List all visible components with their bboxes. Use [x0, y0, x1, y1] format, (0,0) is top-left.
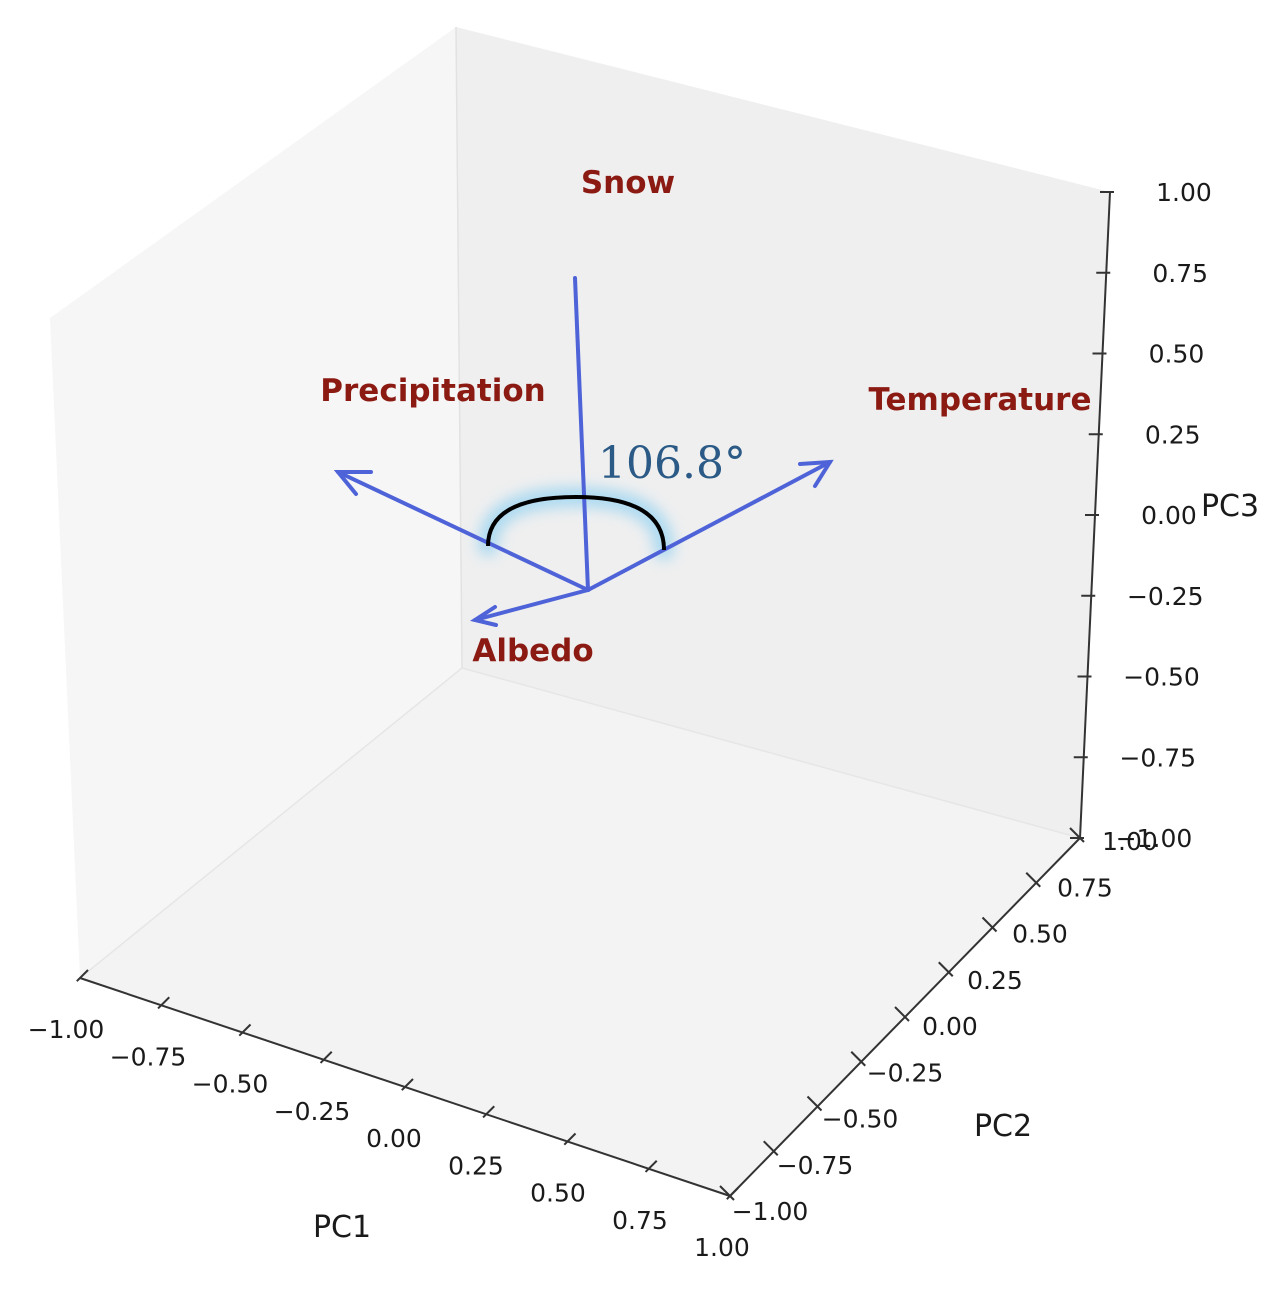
z-axis-tick-label: 0.75 [1152, 259, 1208, 288]
vector-label-temperature: Temperature [869, 382, 1092, 418]
x-axis-tick [482, 1105, 495, 1119]
y-axis-tick-label: −0.50 [822, 1105, 899, 1134]
vector-label-snow: Snow [581, 165, 675, 201]
axis-ticks [76, 191, 1114, 1201]
vector-temperature-arrowhead [798, 459, 834, 488]
x-axis-tick [401, 1078, 414, 1091]
vector-label-precipitation: Precipitation [320, 373, 545, 409]
pane-edge-left [79, 667, 463, 979]
angle-annotation: 106.8° [598, 438, 746, 489]
vector-temperature [586, 460, 832, 592]
x-axis-tick [157, 996, 170, 1010]
z-axis-tick-label: −0.75 [1119, 743, 1196, 772]
y-axis-label: PC2 [974, 1109, 1032, 1144]
y-axis-tick-label: 0.75 [1057, 873, 1113, 902]
y-axis-tick [719, 1185, 735, 1201]
y-axis-tick-label: 0.25 [967, 966, 1023, 995]
z-axis-tick-label: 0.50 [1149, 340, 1205, 369]
z-axis-tick-label: −0.25 [1127, 582, 1204, 611]
z-axis-label: PC3 [1201, 489, 1259, 524]
x-axis-tick-label: −0.25 [274, 1097, 351, 1126]
x-axis-tick-label: 0.25 [448, 1151, 504, 1180]
angle-arc [486, 494, 666, 551]
y-axis-tick [894, 1006, 910, 1022]
pane-edge-right [461, 667, 1081, 839]
y-axis-tick-label: −1.00 [732, 1197, 809, 1226]
x-axis-tick [563, 1132, 577, 1146]
x-axis-tick [644, 1160, 658, 1173]
z-axis-tick-label: 0.25 [1145, 420, 1201, 449]
x-axis-label: PC1 [313, 1210, 371, 1245]
vector-label-albedo: Albedo [472, 633, 593, 669]
y-axis-tick [850, 1051, 866, 1067]
y-axis-tick-label: 1.00 [1102, 827, 1158, 856]
x-axis-tick-label: −0.75 [110, 1042, 187, 1071]
vector-snow [573, 276, 590, 592]
axis-tick-labels: −1.00−0.75−0.50−0.250.000.250.500.751.00… [28, 178, 1212, 1262]
y-axis-tick-label: 0.50 [1012, 920, 1068, 949]
vectors [333, 276, 834, 627]
y-axis-tick [938, 961, 954, 977]
vector-precipitation-arrowhead [333, 470, 373, 496]
pane-right [456, 27, 1110, 838]
vector-precipitation [336, 470, 590, 592]
x-axis-tick-label: −1.00 [28, 1015, 105, 1044]
y-axis-tick-label: −0.25 [867, 1058, 944, 1087]
z-axis-tick-label: −0.50 [1123, 663, 1200, 692]
vector-albedo-arrowhead [469, 605, 498, 627]
x-axis-tick-label: 0.50 [530, 1179, 586, 1208]
vector-albedo [473, 588, 590, 622]
y-axis-tick [806, 1095, 823, 1112]
x-axis-tick-label: −0.50 [192, 1070, 269, 1099]
x-axis-tick [238, 1023, 252, 1037]
x-axis-tick [76, 969, 89, 982]
x-axis-tick-label: 0.75 [612, 1206, 668, 1235]
y-axis-tick-label: −0.75 [777, 1151, 854, 1180]
x-axis-tick [726, 1187, 739, 1200]
z-axis-tick-label: 1.00 [1156, 178, 1212, 207]
x-axis-tick-label: 0.00 [366, 1124, 422, 1153]
z-axis-tick-label: −1.00 [1116, 824, 1193, 853]
x-axis-tick-label: 1.00 [694, 1233, 750, 1262]
y-axis-tick [981, 916, 998, 933]
pane-left [50, 27, 462, 978]
pane-edge-back-vertical [455, 26, 463, 669]
y-axis-tick [1069, 827, 1085, 843]
z-axis-tick-label: 0.00 [1141, 501, 1197, 530]
y-axis-tick [1025, 872, 1041, 888]
x-axis-tick [319, 1051, 333, 1064]
pane-floor [80, 668, 1080, 1196]
y-axis-tick [763, 1140, 779, 1156]
y-axis-tick-label: 0.00 [922, 1012, 978, 1041]
